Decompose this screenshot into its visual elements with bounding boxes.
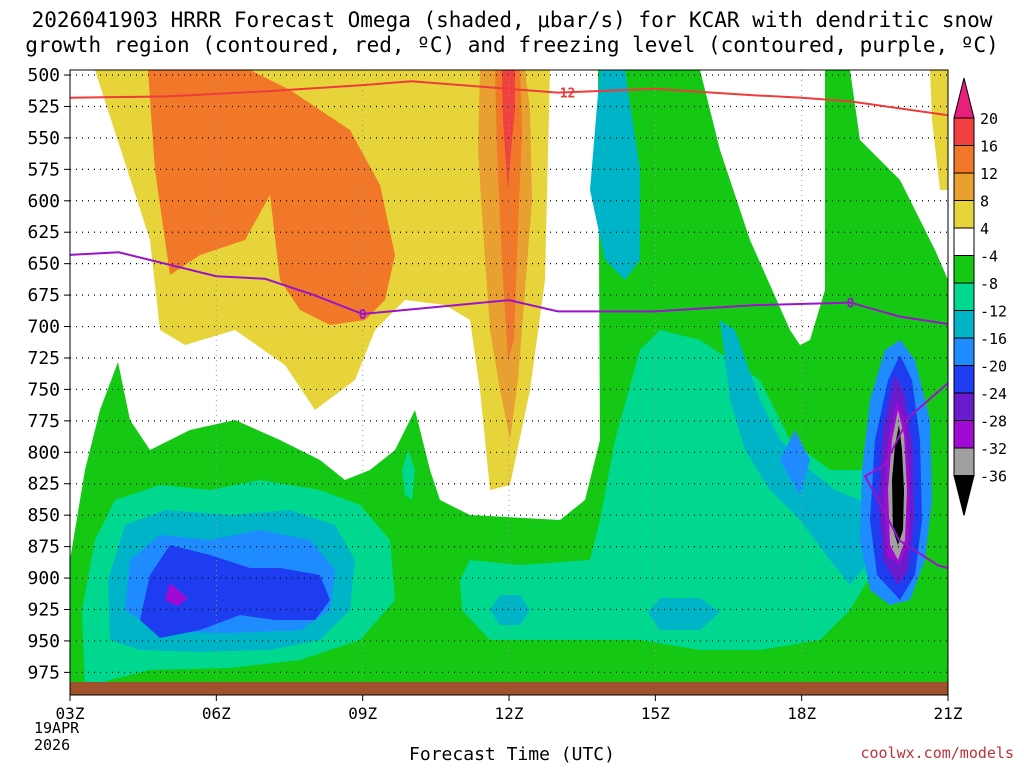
y-tick-label: 950 [27,631,60,652]
colorbar-label: -32 [980,440,1007,458]
contour-line [69,251,949,325]
contour-label: 12 [560,87,576,102]
colorbar-swatch [953,447,975,476]
y-tick-label: 975 [27,662,60,683]
y-tick-label: 550 [27,128,60,149]
colorbar-label: -20 [980,358,1007,376]
colorbar-swatch [953,117,975,146]
x-tick-label: 12Z [495,704,524,723]
x-tick-label: 09Z [348,704,377,723]
x-tick-label: 03Z [56,704,85,723]
shade-cyan-right [720,320,875,585]
colorbar-swatch [953,365,975,394]
colorbar-label: 16 [980,138,998,156]
x-axis: 03Z 06Z 09Z 12Z 15Z 18Z 21Z [56,695,963,723]
colorbar-top-arrow [953,77,975,119]
y-tick-label: 850 [27,505,60,526]
shade-blue-right [780,430,810,495]
colorbar-swatch [953,282,975,311]
colorbar-label: -28 [980,413,1007,431]
x-tick-label: 21Z [934,704,963,723]
x-tick-label: 18Z [787,704,816,723]
y-tick-label: 900 [27,568,60,589]
credit-link[interactable]: coolwx.com/models [860,744,1014,762]
date-line-2: 2026 [34,736,71,754]
colorbar-swatch [953,392,975,421]
colorbar-label: -4 [980,248,998,266]
shade-white-gap-right [760,70,822,340]
y-tick-label: 750 [27,379,60,400]
y-tick-label: 800 [27,442,60,463]
y-tick-label: 500 [27,65,60,86]
colorbar-swatch [953,200,975,229]
y-tick-label: 925 [27,599,60,620]
gridlines [70,70,948,695]
shade-teal-center [460,330,900,650]
colorbar-swatch [953,227,975,256]
x-tick-label: 15Z [641,704,670,723]
contour-line [863,382,949,569]
date-line-1: 19APR [34,719,80,737]
shade-yellow-right [930,70,948,190]
y-axis: 500 525 550 575 600 625 650 675 700 725 750 775 800 8… [27,65,70,683]
ground-bar [70,682,948,695]
colorbar-swatch [953,172,975,201]
x-tick-label: 06Z [202,704,231,723]
shade-orange-left [148,70,395,325]
y-tick-label: 725 [27,348,60,369]
colorbar-swatch [953,255,975,284]
shade-black-right [892,425,904,545]
contour-label: 0 [359,308,367,323]
temperature-contours: 12 0 0 [69,80,949,569]
colorbar-bottom-arrow [953,475,975,516]
date-label: 19APR 2026 [34,720,79,754]
shade-cyan-blob2 [648,598,720,630]
contour-label: 0 [847,297,855,312]
colorbar-label: 8 [980,193,989,211]
colorbar: 20 16 12 8 4 -4 -8 -12 -16 -20 -24 -28 -32 -36 [953,77,1007,516]
colorbar-swatch [953,337,975,366]
y-tick-label: 875 [27,537,60,558]
colorbar-swatch [953,145,975,174]
colorbar-label: -16 [980,330,1007,348]
y-tick-label: 575 [27,159,60,180]
y-tick-label: 825 [27,474,60,495]
y-tick-label: 700 [27,317,60,338]
y-tick-label: 525 [27,96,60,117]
y-tick-label: 625 [27,222,60,243]
contour-line [69,80,949,117]
shade-cyan-upper [590,70,640,280]
colorbar-label: 20 [980,110,998,128]
x-axis-title: Forecast Time (UTC) [409,744,615,765]
colorbar-label: 12 [980,165,998,183]
shade-cyan-blob1 [490,595,530,625]
colorbar-label: -12 [980,303,1007,321]
omega-shading [70,70,948,690]
y-tick-label: 675 [27,285,60,306]
chart-title: 2026041903 HRRR Forecast Omega (shaded, … [25,8,999,57]
colorbar-label: 4 [980,220,989,238]
colorbar-label: -8 [980,275,998,293]
colorbar-swatch [953,420,975,449]
y-tick-label: 650 [27,254,60,275]
colorbar-swatch [953,310,975,339]
shade-darkblue-left [140,545,330,638]
y-tick-label: 600 [27,191,60,212]
y-tick-label: 775 [27,411,60,432]
colorbar-label: -36 [980,468,1007,486]
shade-purple-left [165,583,188,606]
colorbar-label: -24 [980,385,1007,403]
shade-teal-small [402,450,415,500]
